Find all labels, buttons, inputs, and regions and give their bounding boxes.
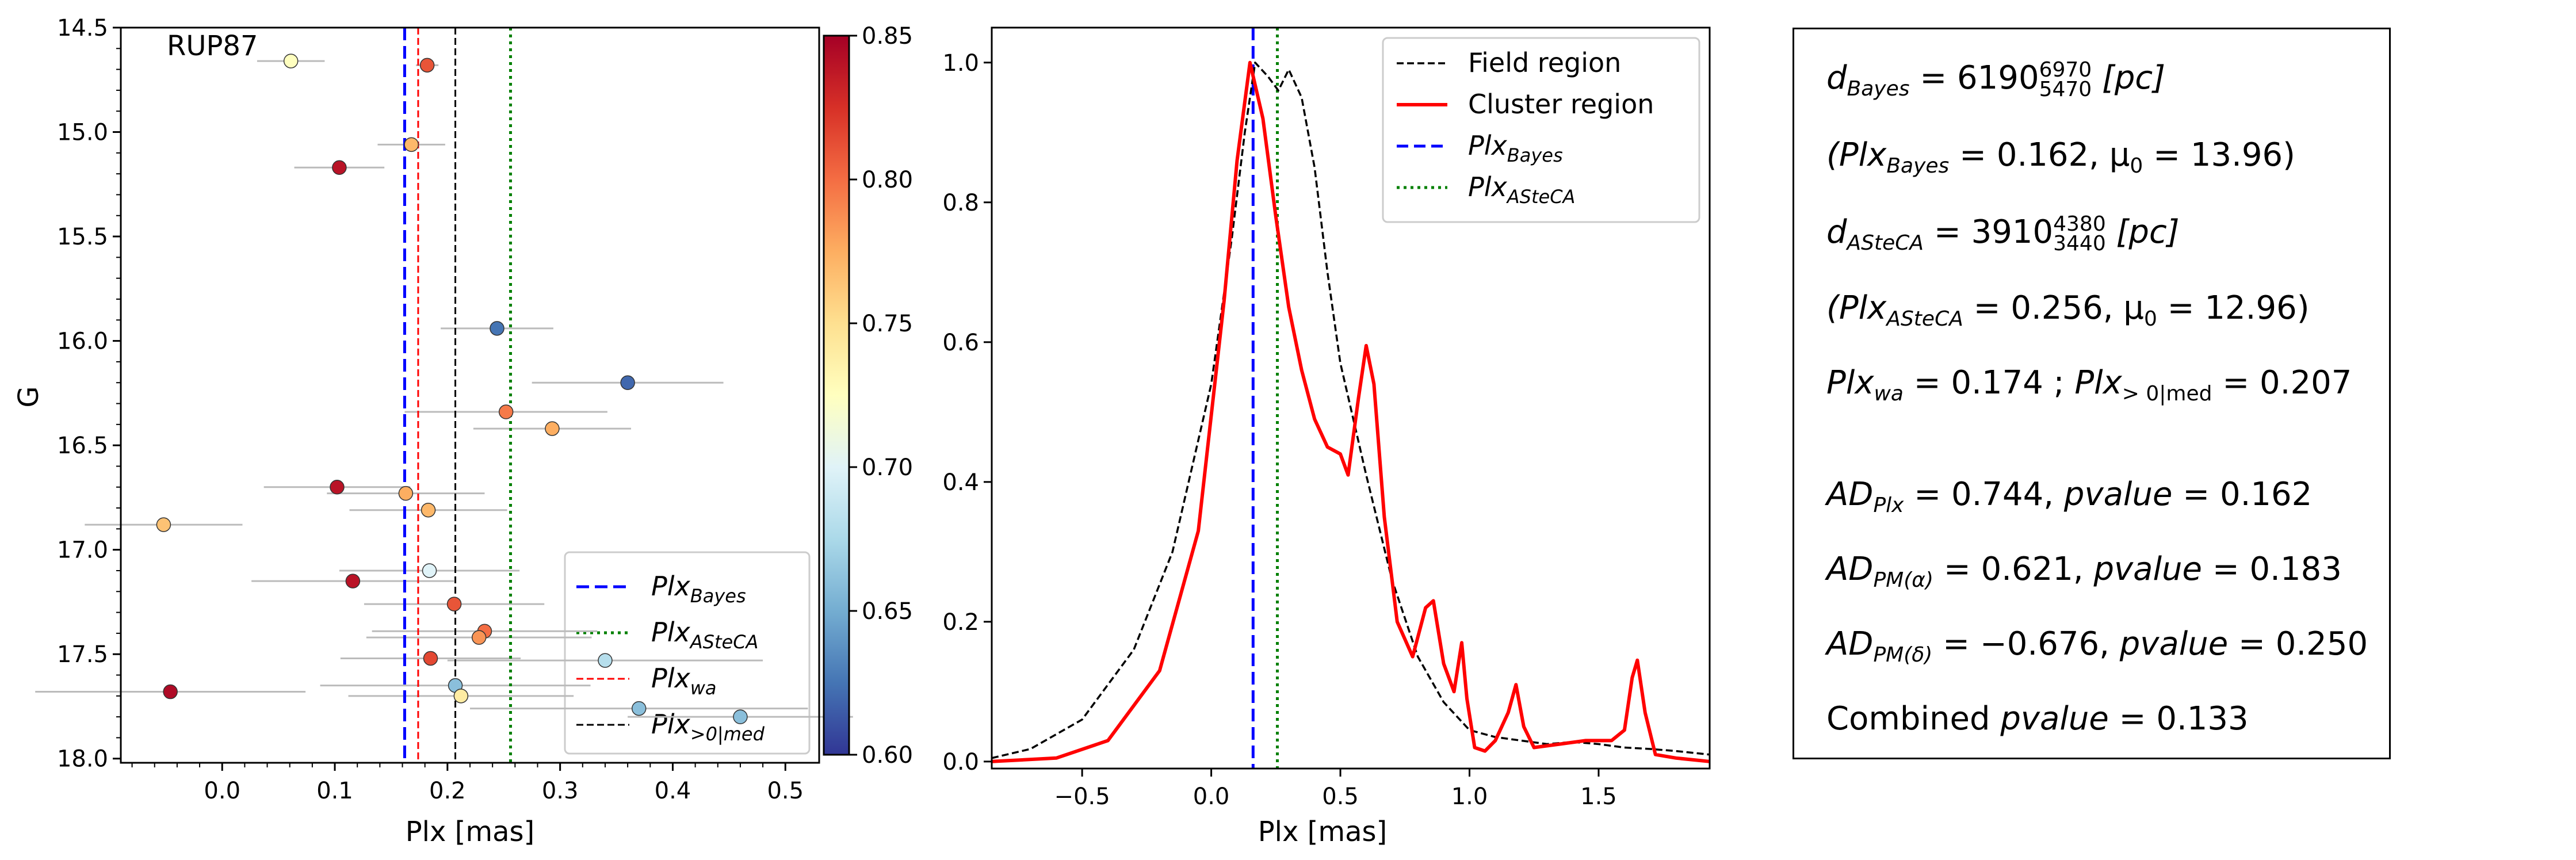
y-tick-label: 1.0 <box>942 50 979 77</box>
star-point <box>446 597 462 611</box>
plx-wa-med-line: Plxwa = 0.174 ; Plx> 0|med = 0.207 <box>1826 364 2352 406</box>
legend-frame <box>564 551 811 755</box>
legend-subscript: ASteCA <box>689 631 759 653</box>
y-tick-label: 14.5 <box>57 15 108 41</box>
star-point <box>345 574 361 588</box>
star-point <box>332 160 347 175</box>
legend-subscript: Bayes <box>690 585 746 607</box>
y-tick-label: 15.5 <box>57 224 108 250</box>
y-tick-label: 18.0 <box>57 746 108 773</box>
y-tick-label: 0.0 <box>942 749 979 775</box>
legend-label: Cluster region <box>1468 89 1654 120</box>
x-tick-label: 0.5 <box>767 778 804 804</box>
star-point <box>598 653 613 668</box>
x-tick-label: −0.5 <box>1054 783 1110 810</box>
y-tick-label: 16.0 <box>57 328 108 355</box>
star-point <box>421 502 436 518</box>
left-xlabel: Plx [mas] <box>406 816 535 848</box>
colorbar-tick-label: 0.75 <box>862 311 913 337</box>
y-tick-label: 16.5 <box>57 433 108 459</box>
legend-label: PlxBayes <box>651 571 746 607</box>
x-tick-label: 0.3 <box>542 778 579 804</box>
y-tick-label: 0.6 <box>942 330 979 356</box>
ad-pmd-line: ADPM(δ) = −0.676, pvalue = 0.250 <box>1826 625 2368 667</box>
legend-label: Plx>0|med <box>651 709 765 745</box>
ad-pma-line: ADPM(α) = 0.621, pvalue = 0.183 <box>1826 551 2342 593</box>
combined-line: Combined pvalue = 0.133 <box>1826 700 2249 737</box>
colorbar-tick-label: 0.60 <box>862 742 913 769</box>
right-axes-frame <box>991 26 1711 770</box>
star-point <box>471 630 487 645</box>
legend-subscript: ASteCA <box>1506 186 1576 208</box>
y-tick-label: 17.5 <box>57 641 108 668</box>
star-point <box>398 486 414 501</box>
ad-plx-line: ADPlx = 0.744, pvalue = 0.162 <box>1826 476 2313 518</box>
star-point <box>423 651 438 666</box>
y-tick-label: 15.0 <box>57 120 108 146</box>
stats-box: dBayes = 61906970 5470 [pc] (PlxBayes = 0… <box>1793 28 2391 759</box>
star-point <box>330 480 345 495</box>
x-tick-label: 0.1 <box>316 778 353 804</box>
star-point <box>283 53 299 68</box>
cluster-region-line <box>991 60 1710 763</box>
star-point <box>490 321 505 336</box>
plx-asteca-line: (PlxASteCA = 0.256, μ0 = 12.96) <box>1826 289 2310 331</box>
colorbar-tick-label: 0.65 <box>862 598 913 625</box>
x-tick-label: 0.4 <box>655 778 691 804</box>
star-point <box>453 689 469 704</box>
legend-subscript: >0|med <box>690 723 765 745</box>
star-point <box>422 563 437 578</box>
star-point <box>163 684 178 700</box>
star-point <box>404 137 419 152</box>
right-xlabel: Plx [mas] <box>1258 816 1388 848</box>
x-tick-label: 0.2 <box>429 778 466 804</box>
x-tick-label: 0.0 <box>204 778 240 804</box>
plx-bayes-line: (PlxBayes = 0.162, μ0 = 13.96) <box>1826 136 2295 178</box>
star-point <box>156 517 171 532</box>
x-tick-label: 0.0 <box>1193 783 1230 810</box>
star-point <box>419 58 435 73</box>
y-tick-label: 0.2 <box>942 609 979 636</box>
x-tick-label: 1.5 <box>1580 783 1617 810</box>
legend-label: Field region <box>1468 47 1621 78</box>
y-tick-label: 17.0 <box>57 537 108 564</box>
left-ylabel: G <box>13 386 45 407</box>
star-point <box>620 375 635 390</box>
d-asteca-line: dASteCA = 39104380 3440 [pc] <box>1826 212 2180 255</box>
x-tick-label: 1.0 <box>1451 783 1488 810</box>
colorbar-tick-label: 0.85 <box>862 23 913 49</box>
star-point <box>545 421 560 436</box>
colorbar-bar <box>823 35 850 756</box>
legend-subscript: Bayes <box>1507 144 1563 166</box>
star-point <box>631 701 647 716</box>
legend-subscript: wa <box>690 677 717 699</box>
x-tick-label: 0.5 <box>1322 783 1359 810</box>
cmd-panel: RUP87 Plx [mas] G PlxBayesPlxASteCAPlxwa… <box>13 15 853 848</box>
colorbar-tick-label: 0.80 <box>862 167 913 193</box>
colorbar: 0.60 0.65 0.70 0.75 0.80 0.85 <box>823 23 913 769</box>
star-point <box>498 404 514 419</box>
d-bayes-line: dBayes = 61906970 5470 [pc] <box>1826 58 2166 101</box>
cluster-annotation: RUP87 <box>167 30 258 62</box>
y-tick-label: 0.4 <box>942 469 979 496</box>
colorbar-tick-label: 0.70 <box>862 454 913 481</box>
y-tick-label: 0.8 <box>942 190 979 216</box>
star-point <box>733 709 748 724</box>
legend-frame <box>1382 37 1700 223</box>
